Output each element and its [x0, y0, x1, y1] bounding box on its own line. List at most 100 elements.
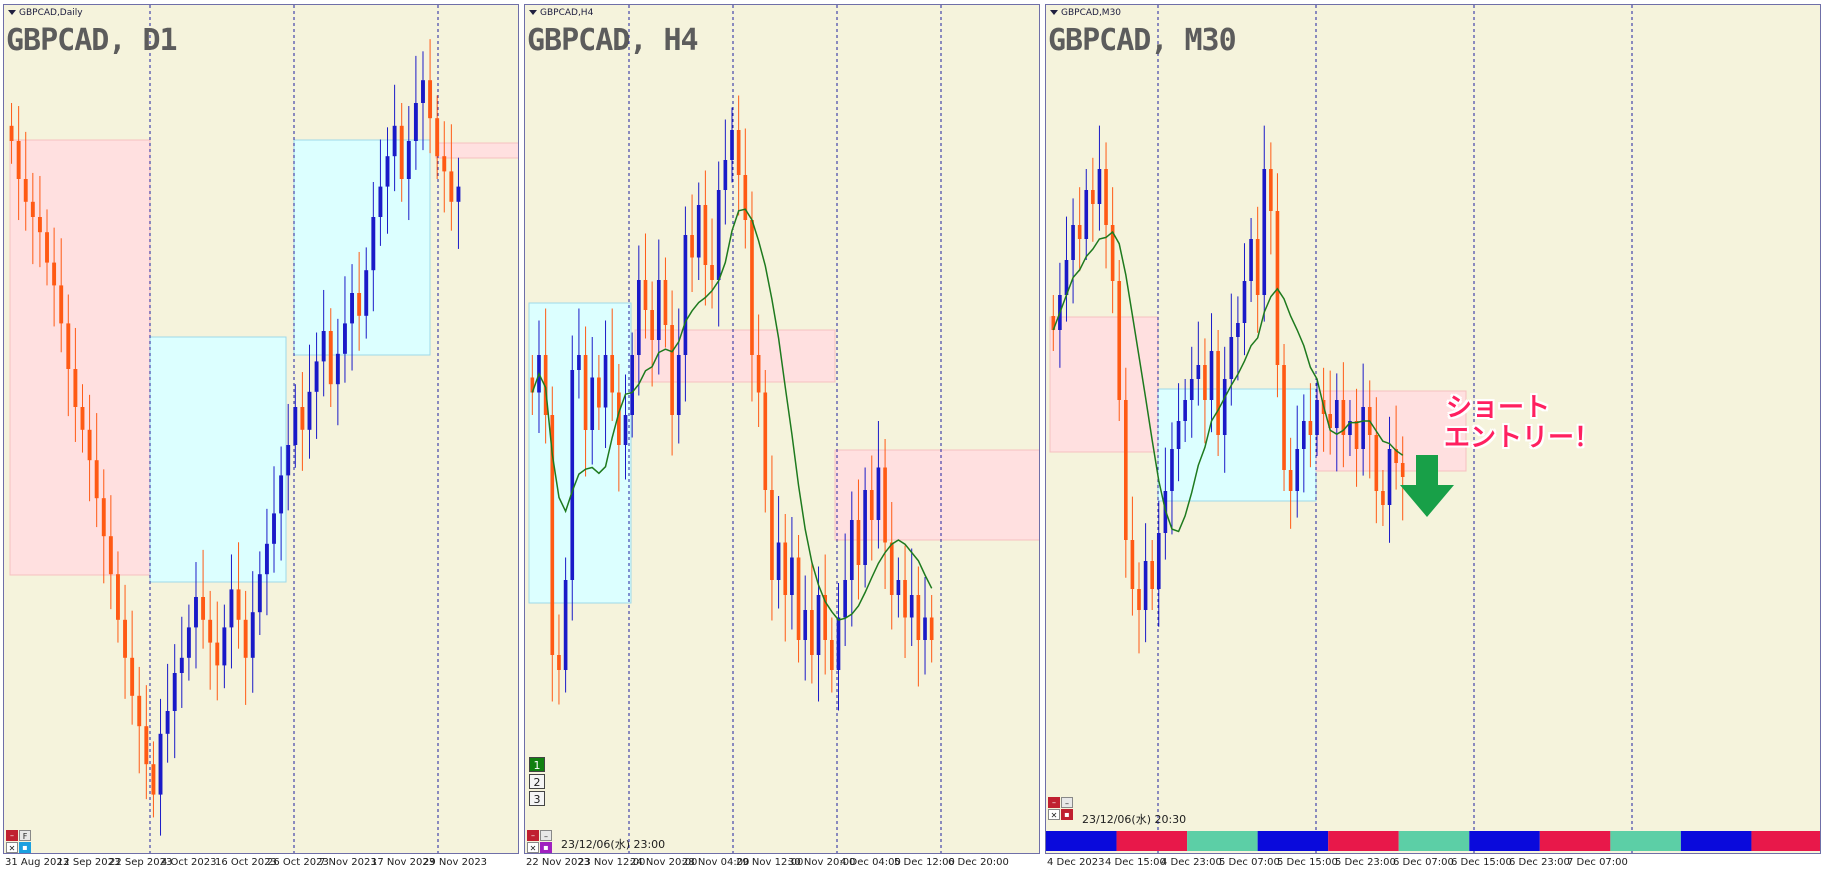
- candle-body: [279, 475, 284, 514]
- zone-supply: [634, 329, 836, 383]
- candle-body: [663, 280, 668, 325]
- candle-body: [830, 640, 834, 670]
- candle-body: [763, 392, 768, 490]
- color-square-icon[interactable]: ▪: [540, 842, 552, 853]
- close-x-icon[interactable]: ✕: [527, 842, 539, 853]
- candle-body: [172, 673, 177, 711]
- minimize-icon[interactable]: –: [527, 830, 539, 841]
- candle-body: [243, 619, 248, 658]
- candle-body: [750, 220, 754, 355]
- chart-panel-h4[interactable]: GBPCAD,H4 GBPCAD, H4 1 2 3 – – ✕ ▪ 23/12…: [524, 4, 1040, 854]
- candle-body: [1216, 351, 1220, 435]
- chart-plot-d1[interactable]: [4, 5, 519, 854]
- candle-body: [643, 280, 648, 310]
- candle-body: [52, 262, 57, 286]
- date-label: 23 Nov 12:00: [578, 857, 646, 868]
- chart-panel-m30[interactable]: GBPCAD,M30 GBPCAD, M30 ショート エントリー！ – – ✕…: [1045, 4, 1821, 854]
- date-label: 6 Dec 15:00: [1451, 857, 1512, 868]
- candle-body: [392, 125, 397, 157]
- zone-demand: [149, 336, 287, 583]
- candle-body: [610, 355, 615, 393]
- candle-body: [314, 361, 319, 392]
- session-bar-segment: [1610, 831, 1681, 851]
- close-x-icon[interactable]: ✕: [6, 842, 18, 853]
- candle-body: [378, 186, 383, 217]
- window-label[interactable]: GBPCAD,M30: [1050, 8, 1121, 18]
- candle-body: [557, 655, 561, 670]
- minimize-icon[interactable]: –: [1048, 797, 1060, 808]
- candle-body: [1334, 400, 1339, 428]
- candle-body: [530, 377, 535, 393]
- candle-body: [123, 619, 127, 658]
- candle-body: [1348, 421, 1352, 435]
- candle-body: [1051, 316, 1056, 330]
- chart-plot-h4[interactable]: [525, 5, 1040, 854]
- candle-body: [730, 130, 734, 160]
- date-label: 30 Nov 20:00: [788, 857, 856, 868]
- candle-body: [59, 285, 64, 324]
- candle-body: [550, 415, 555, 655]
- date-label: 4 Dec 2023: [1047, 857, 1105, 868]
- candle-body: [883, 467, 887, 543]
- timeframe-button-2[interactable]: 2: [529, 774, 545, 789]
- candle-body: [1091, 190, 1095, 204]
- date-label: 5 Dec 07:00: [1219, 857, 1280, 868]
- chart-panel-d1[interactable]: GBPCAD,Daily GBPCAD, D1 – F ✕ ▪: [3, 4, 519, 854]
- candle-body: [222, 627, 227, 666]
- timestamp: 23/12/06(水) 20:30: [1082, 813, 1187, 826]
- candle-body: [1262, 169, 1267, 295]
- candle-body: [428, 80, 433, 119]
- candle-body: [413, 103, 418, 141]
- candle-body: [1269, 169, 1273, 211]
- restore-icon[interactable]: –: [540, 830, 552, 841]
- session-bar-segment: [1469, 831, 1540, 851]
- candle-body: [293, 407, 298, 445]
- collapse-triangle-icon[interactable]: [8, 10, 16, 15]
- timeframe-button-3[interactable]: 3: [529, 791, 545, 806]
- annotation-line: エントリー！: [1444, 423, 1601, 453]
- chart-plot-m30[interactable]: [1046, 5, 1821, 854]
- candle-body: [194, 597, 198, 628]
- candle-body: [896, 580, 901, 595]
- date-label: 4 Dec 15:00: [1105, 857, 1166, 868]
- candle-body: [1143, 561, 1148, 610]
- window-label[interactable]: GBPCAD,Daily: [8, 8, 83, 18]
- collapse-triangle-icon[interactable]: [529, 10, 537, 15]
- session-bar-segment: [1539, 831, 1611, 851]
- candle-body: [350, 293, 354, 324]
- flag-icon[interactable]: F: [19, 830, 31, 841]
- color-square-icon[interactable]: ▪: [1061, 809, 1073, 820]
- color-square-icon[interactable]: ▪: [19, 842, 31, 853]
- candle-body: [1282, 365, 1286, 470]
- candle-body: [399, 125, 404, 179]
- candle-body: [9, 125, 14, 141]
- candle-body: [1295, 449, 1300, 491]
- minimize-icon[interactable]: –: [6, 830, 18, 841]
- date-label: 28 Nov 04:00: [682, 857, 750, 868]
- moving-average-line: [531, 208, 933, 621]
- candle-body: [1110, 225, 1115, 281]
- candle-body: [1381, 491, 1385, 505]
- short-entry-annotation: ショート エントリー！: [1444, 393, 1600, 453]
- candle-body: [783, 542, 788, 595]
- candle-body: [1361, 407, 1365, 449]
- close-x-icon[interactable]: ✕: [1048, 809, 1060, 820]
- candle-body: [670, 325, 674, 415]
- candle-body: [1097, 169, 1102, 204]
- candle-body: [916, 595, 921, 640]
- candle-body: [357, 293, 362, 316]
- restore-icon[interactable]: –: [1061, 797, 1073, 808]
- candle-body: [1394, 449, 1398, 463]
- date-label: 16 Oct 2023: [215, 857, 277, 868]
- candle-body: [1341, 400, 1346, 435]
- collapse-triangle-icon[interactable]: [1050, 10, 1058, 15]
- candle-body: [16, 141, 21, 179]
- candle-body: [80, 407, 85, 430]
- window-label[interactable]: GBPCAD,H4: [529, 8, 593, 18]
- candle-body: [250, 612, 255, 658]
- candle-body: [1242, 281, 1247, 323]
- candle-body: [1124, 400, 1128, 540]
- timeframe-button-1[interactable]: 1: [529, 757, 545, 772]
- chart-title: GBPCAD, D1: [6, 23, 178, 58]
- candle-body: [45, 232, 49, 263]
